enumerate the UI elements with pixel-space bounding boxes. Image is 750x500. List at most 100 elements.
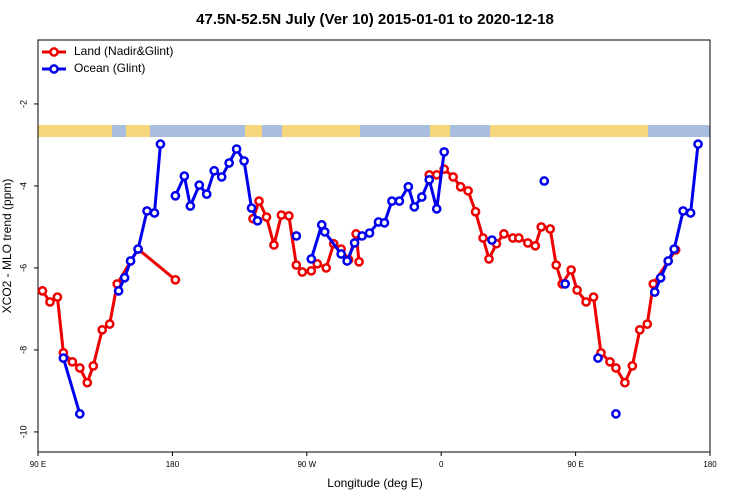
data-point [67,356,78,367]
data-point [560,279,570,289]
data-point [119,272,130,283]
band-ocean [112,125,126,137]
legend-label: Land (Nadir&Glint) [74,44,173,58]
data-point [179,171,190,181]
data-point [572,285,582,295]
data-point [113,286,124,296]
data-point [620,377,630,388]
data-point [455,181,466,192]
data-point [342,256,352,266]
chart-title: 47.5N-52.5N July (Ver 10) 2015-01-01 to … [196,11,554,28]
data-point [306,265,317,276]
data-point [593,353,603,363]
x-tick-label: 0 [439,460,444,469]
data-point [74,409,85,419]
data-point [201,189,212,199]
data-point [588,292,599,302]
data-point [312,258,323,269]
data-point [539,176,550,186]
data-point [514,233,524,243]
data-point [82,377,93,388]
data-point [246,203,257,213]
data-point [642,319,653,329]
x-tick-label: 90 W [297,460,316,469]
data-point [74,363,85,373]
data-point [536,222,547,232]
data-point [306,254,317,264]
data-point [655,272,666,283]
data-point [88,361,99,371]
data-point [448,172,458,182]
data-point [149,208,160,218]
plot-frame [37,39,711,453]
data-point [522,238,533,248]
data-point [611,363,621,373]
land-ocean-band [38,125,710,137]
data-point [649,287,660,297]
data-point [354,256,364,267]
data-point [349,238,360,248]
data-point [424,174,435,185]
data-point [104,319,115,329]
band-ocean [648,125,710,137]
series-line [41,167,677,385]
data-point [530,240,541,251]
data-point [463,186,473,196]
data-point [663,256,674,266]
data-point [611,409,621,419]
x-axis-label: Longitude (deg E) [327,476,422,490]
band-ocean [262,125,282,137]
data-point [231,144,242,154]
band-ocean [360,125,430,137]
data-point [284,211,294,221]
y-tick-label: -6 [18,264,28,272]
x-tick-label: 180 [166,460,180,469]
data-point [252,215,263,226]
data-point [678,206,688,216]
data-point [45,297,55,307]
data-point [336,249,346,259]
data-point [409,201,420,212]
data-point [484,254,494,264]
data-point [97,324,108,335]
data-point [155,139,166,149]
data-point [431,170,442,180]
data-point [170,190,181,201]
y-axis-label: XCO2 - MLO trend (ppm) [0,179,14,314]
data-point [185,201,196,211]
data-point [439,147,450,157]
data-point [669,244,680,254]
y-tick-label: -8 [18,346,28,354]
data-point [499,229,509,239]
data-point [416,192,427,202]
data-point [224,158,234,168]
data-point [387,196,397,206]
y-tick-label: -4 [18,182,28,190]
data-point [627,361,638,371]
data-point [364,228,375,238]
data-point [194,180,205,190]
data-point [269,240,279,250]
data-point [239,156,249,166]
data-point [319,227,330,237]
data-point [125,256,136,266]
data-point [133,244,143,254]
data-point [551,260,562,270]
data-point [58,353,69,363]
data-point [581,297,591,307]
y-tick-label: -10 [18,425,28,438]
series-line [61,143,700,415]
legend-marker [49,47,59,57]
data-point [297,267,308,277]
legend-marker [49,64,59,74]
data-point [693,139,703,149]
data-point [566,265,576,275]
y-tick-label: -2 [18,100,28,108]
data-point [142,206,152,216]
data-point [209,165,220,176]
data-point [379,217,390,228]
data-point [321,263,332,273]
data-point [605,356,615,367]
